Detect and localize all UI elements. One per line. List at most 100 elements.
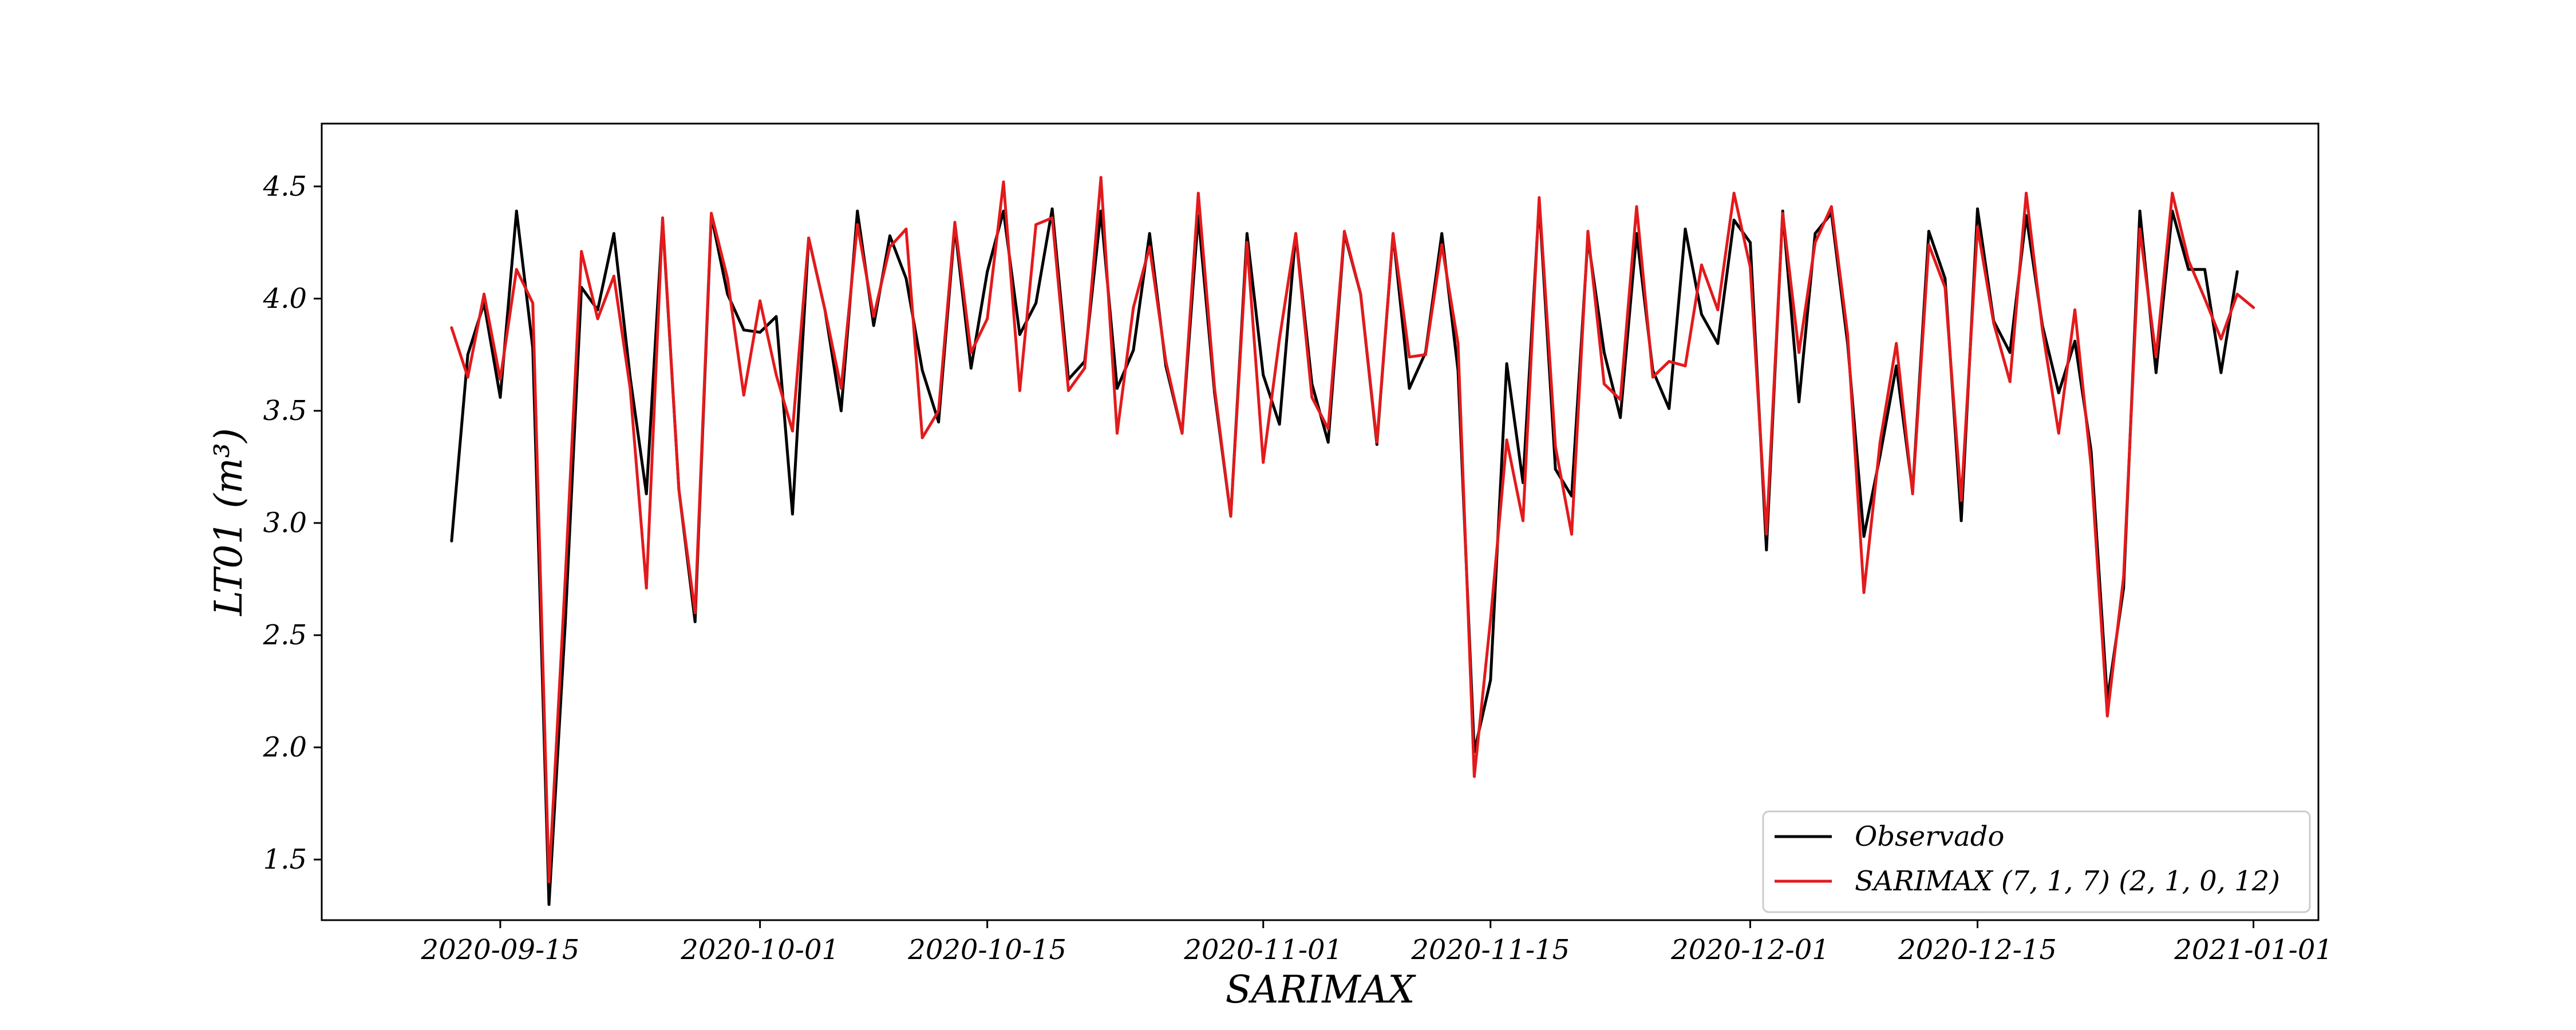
data-point (580, 250, 583, 253)
plot-frame (321, 122, 2320, 921)
data-point (1018, 389, 1021, 393)
y-tick-label: 4.5 (263, 171, 307, 203)
data-point (920, 436, 924, 439)
data-point (612, 232, 615, 235)
data-point (1781, 209, 1784, 213)
x-tick-label: 2020-11-15 (1411, 934, 1570, 966)
data-point (1375, 443, 1378, 446)
data-point (1570, 533, 1573, 536)
data-point (1456, 342, 1460, 345)
data-point (1083, 366, 1086, 370)
data-point (677, 488, 681, 491)
data-point (1619, 398, 1622, 401)
data-point (1732, 219, 1736, 222)
y-tick-label: 1.5 (263, 843, 307, 876)
data-point (1489, 678, 1492, 682)
data-point (629, 387, 632, 390)
data-point (888, 234, 891, 237)
data-point (1927, 229, 1930, 233)
data-point (1116, 431, 1119, 435)
data-point (1797, 351, 1801, 354)
data-point (1749, 241, 1752, 244)
data-point (2138, 227, 2142, 231)
x-tick-label: 2020-10-01 (680, 934, 839, 966)
data-point (693, 620, 697, 623)
data-point (1878, 441, 1882, 444)
data-point (1440, 232, 1444, 235)
data-point (1326, 427, 1330, 430)
series-layer (450, 176, 2255, 906)
data-point (450, 326, 453, 330)
series-points-1 (450, 176, 2255, 884)
data-point (1229, 514, 1232, 518)
data-point (1765, 533, 1768, 536)
data-point (1067, 389, 1070, 393)
data-point (2073, 339, 2077, 343)
data-point (1343, 229, 1346, 233)
data-point (499, 378, 502, 381)
data-point (726, 277, 729, 280)
y-tick-label: 2.0 (263, 731, 307, 763)
data-point (937, 409, 941, 413)
data-point (710, 212, 713, 215)
y-axis-title: LT01 (m³) (207, 428, 251, 616)
data-point (1034, 302, 1038, 305)
data-point (1522, 519, 1524, 522)
data-point (1034, 223, 1038, 226)
data-point (1099, 176, 1103, 179)
x-tick-label: 2020-10-15 (907, 934, 1066, 966)
data-point (1408, 355, 1411, 359)
data-point (1635, 232, 1638, 235)
data-point (531, 302, 535, 305)
data-point (466, 375, 469, 379)
data-point (1375, 441, 1378, 444)
data-point (1050, 216, 1054, 220)
data-point (1684, 227, 1687, 231)
data-point (1505, 362, 1508, 366)
data-point (823, 308, 827, 311)
data-point (986, 317, 989, 320)
data-point (839, 409, 843, 413)
data-point (1213, 387, 1216, 390)
data-point (2203, 297, 2206, 300)
data-point (1245, 241, 1249, 244)
data-point (1359, 292, 1362, 296)
data-point (1164, 360, 1168, 363)
data-point (1408, 387, 1411, 390)
data-point (920, 369, 924, 372)
data-point (1846, 333, 1850, 336)
data-point (742, 394, 745, 397)
data-point (1132, 348, 1135, 352)
data-point (2252, 306, 2255, 309)
data-point (1262, 461, 1265, 464)
data-point (2105, 714, 2109, 718)
data-point (612, 275, 615, 278)
data-point (2122, 575, 2125, 579)
data-point (2203, 268, 2206, 271)
data-point (986, 270, 989, 274)
data-point (758, 299, 762, 303)
data-point (1749, 266, 1752, 269)
data-point (1700, 312, 1703, 316)
data-point (2008, 351, 2012, 354)
data-point (888, 245, 891, 249)
legend: Observado SARIMAX (7, 1, 7) (2, 1, 0, 12… (1762, 810, 2311, 913)
data-point (2219, 371, 2223, 374)
data-point (775, 315, 778, 318)
y-tick-label: 3.0 (263, 507, 307, 539)
data-point (742, 328, 745, 332)
data-point (775, 373, 778, 377)
x-tick-label: 2020-12-01 (1670, 934, 1830, 966)
x-axis-title: SARIMAX (1226, 968, 1417, 1012)
data-point (872, 315, 875, 318)
data-point (839, 387, 843, 390)
data-point (1619, 416, 1622, 419)
data-point (1862, 591, 1866, 594)
data-point (1976, 225, 1979, 228)
data-point (596, 317, 599, 320)
data-point (1959, 499, 1963, 502)
data-point (2008, 380, 2012, 383)
data-point (953, 221, 957, 224)
data-point (1959, 519, 1963, 522)
